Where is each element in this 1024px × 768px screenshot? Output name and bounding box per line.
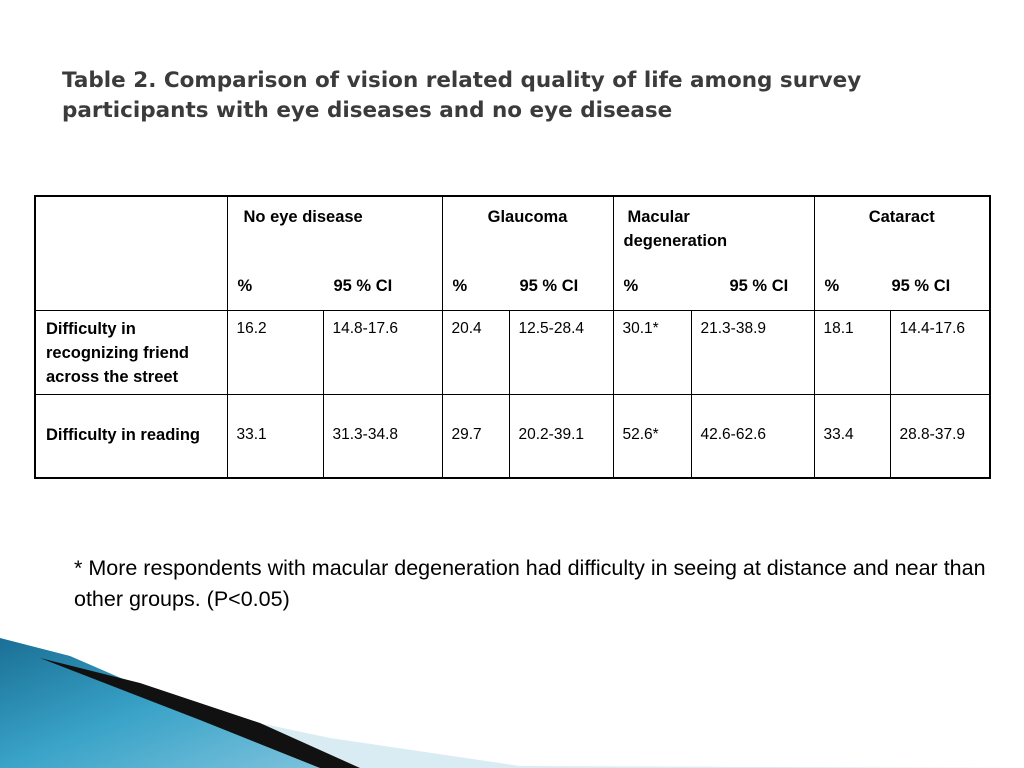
header-corner-cell <box>34 195 228 311</box>
decor-dark-swoosh <box>40 658 360 768</box>
table-cell: 20.4 <box>441 310 510 395</box>
pct-header: % <box>237 277 253 295</box>
table-cell: 31.3-34.8 <box>322 394 443 478</box>
header-row: No eye disease % 95 % CI Glaucoma % 95 %… <box>34 195 991 311</box>
footnote: * More respondents with macular degenera… <box>74 556 986 611</box>
ci-header: 95 % CI <box>333 277 393 295</box>
table-cell: 52.6* <box>612 394 692 478</box>
table-cell: 21.3-38.9 <box>690 310 815 395</box>
slide-title: Table 2. Comparison of vision related qu… <box>62 66 942 126</box>
slide-decoration <box>0 638 1024 768</box>
header-macular-degeneration: Macular degeneration % 95 % CI <box>612 195 815 311</box>
table-cell: 30.1* <box>612 310 692 395</box>
table-cell: 29.7 <box>441 394 510 478</box>
table-row: Difficulty in recognizing friend across … <box>34 310 991 395</box>
comparison-table: No eye disease % 95 % CI Glaucoma % 95 %… <box>34 195 991 479</box>
table-cell: 18.1 <box>813 310 891 395</box>
ci-header: 95 % CI <box>891 277 951 295</box>
header-no-eye-disease: No eye disease % 95 % CI <box>226 195 443 311</box>
header-cataract: Cataract % 95 % CI <box>813 195 991 311</box>
pct-header: % <box>623 277 639 295</box>
table-cell: 12.5-28.4 <box>508 310 614 395</box>
table-cell: 16.2 <box>226 310 324 395</box>
table-cell: 42.6-62.6 <box>690 394 815 478</box>
pct-header: % <box>452 277 468 295</box>
table-cell: 14.8-17.6 <box>322 310 443 395</box>
header-glaucoma: Glaucoma % 95 % CI <box>441 195 614 311</box>
table-cell: 28.8-37.9 <box>889 394 991 478</box>
row-label: Difficulty in recognizing friend across … <box>34 310 228 395</box>
row-label: Difficulty in reading <box>34 394 228 478</box>
table-cell: 33.4 <box>813 394 891 478</box>
group-name: Glaucoma <box>487 208 568 226</box>
group-name: Cataract <box>868 208 935 226</box>
group-name: No eye disease <box>243 208 363 226</box>
group-name: Macular degeneration <box>623 208 728 250</box>
ci-header: 95 % CI <box>729 277 789 295</box>
title-line-2: participants with eye diseases and no ey… <box>62 98 673 123</box>
table-cell: 20.2-39.1 <box>508 394 614 478</box>
title-line-1: Table 2. Comparison of vision related qu… <box>62 68 862 93</box>
table-cell: 33.1 <box>226 394 324 478</box>
table-row: Difficulty in reading 33.1 31.3-34.8 29.… <box>34 394 991 478</box>
ci-header: 95 % CI <box>519 277 579 295</box>
table-cell: 14.4-17.6 <box>889 310 991 395</box>
pct-header: % <box>824 277 840 295</box>
